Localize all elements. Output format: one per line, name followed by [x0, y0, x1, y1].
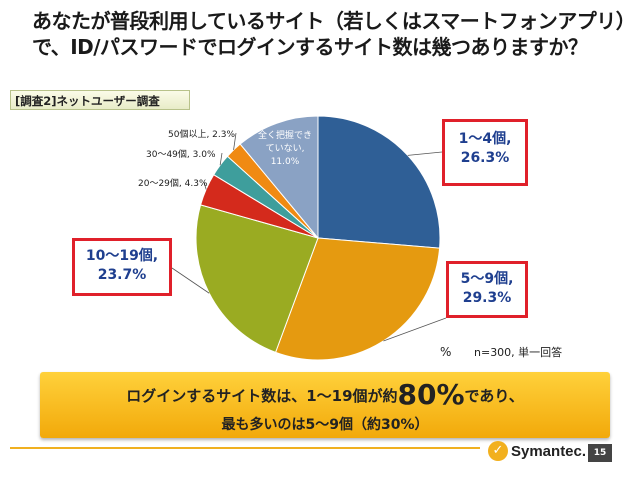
pie-slice-0 — [317, 115, 441, 249]
label-20-29: 20〜29個, 4.3% — [138, 179, 208, 189]
banner-line-1: ログインするサイト数は、1〜19個が約80%であり、 — [40, 378, 610, 411]
callout-5-9: 5〜9個, 29.3% — [446, 261, 528, 318]
leader-30-49 — [219, 152, 223, 166]
callout-5-9-value: 29.3% — [462, 290, 512, 306]
unknown-slice-label: 全く把握でき ていない, 11.0% — [250, 130, 320, 169]
slide-title: あなたが普段利用しているサイト（若しくはスマートフォンアプリ） で、ID/パスワ… — [32, 8, 636, 60]
banner-line-2: 最も多いのは5〜9個（約30%） — [221, 417, 429, 433]
unknown-label-line2: ていない, — [265, 144, 305, 154]
callout-1-4: 1〜4個, 26.3% — [442, 119, 528, 186]
survey-tag: [調査2]ネットユーザー調査 — [10, 90, 190, 110]
pie-slice-2 — [195, 204, 319, 354]
symantec-logo: ✓ Symantec. — [488, 438, 586, 464]
unknown-label-line1: 全く把握でき — [257, 131, 312, 141]
unit-label: % — [440, 345, 452, 359]
title-line-1: あなたが普段利用しているサイト（若しくはスマートフォンアプリ） — [32, 9, 636, 33]
leader-1-4 — [407, 151, 443, 156]
label-50plus: 50個以上, 2.3% — [168, 130, 236, 140]
callout-10-19-value: 23.7% — [97, 267, 147, 283]
summary-banner: ログインするサイト数は、1〜19個が約80%であり、 最も多いのは5〜9個（約3… — [40, 372, 610, 438]
callout-1-4-label: 1〜4個, — [458, 131, 512, 147]
banner-big-number: 80% — [397, 378, 465, 411]
leader-10-19 — [171, 267, 210, 294]
page-number: 15 — [588, 444, 612, 462]
checkmark-icon: ✓ — [488, 441, 508, 461]
footer-divider — [10, 447, 480, 449]
logo-text: Symantec. — [511, 442, 587, 460]
sample-note: n=300, 単一回答 — [474, 346, 563, 359]
unknown-label-value: 11.0% — [270, 157, 300, 167]
callout-1-4-value: 26.3% — [460, 150, 510, 166]
callout-10-19: 10〜19個, 23.7% — [72, 238, 172, 296]
leader-20-29 — [203, 181, 207, 190]
leader-5-9 — [383, 317, 447, 342]
callout-10-19-label: 10〜19個, — [85, 248, 159, 264]
leader-50plus — [233, 132, 237, 150]
label-30-49: 30〜49個, 3.0% — [146, 150, 216, 160]
banner-pre: ログインするサイト数は、1〜19個が約 — [126, 387, 398, 405]
pie-slice-1 — [274, 237, 441, 361]
pie-slice-6 — [239, 115, 319, 240]
callout-5-9-label: 5〜9個, — [460, 271, 514, 287]
banner-post: であり、 — [464, 387, 524, 405]
title-line-2: で、ID/パスワードでログインするサイト数は幾つありますか？ — [32, 35, 588, 59]
